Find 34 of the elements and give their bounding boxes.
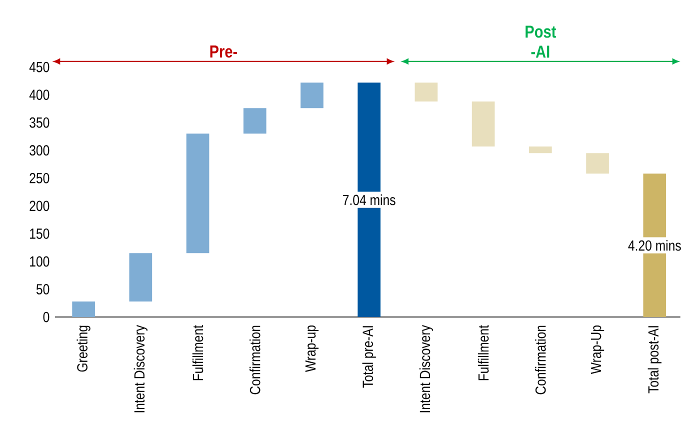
x-tick-label: Confirmation — [250, 326, 260, 394]
annotation: 4.20 mins — [628, 240, 681, 251]
text: Post -AI — [526, 26, 556, 58]
y-tick-label: 150 — [30, 228, 50, 239]
y-tick-label: 450 — [29, 62, 50, 72]
annotation: 7.04 mins — [343, 194, 396, 206]
x-tick-label: Fulfillment — [478, 325, 489, 380]
bar — [472, 101, 495, 146]
x-tick-label: Greeting — [76, 326, 90, 372]
bar — [586, 153, 609, 174]
y-tick-label: 200 — [30, 200, 50, 212]
y-tick-label: 100 — [30, 256, 50, 267]
x-tick-label: Total pre-AI — [362, 326, 376, 388]
y-tick-label: 350 — [30, 117, 50, 128]
y-tick-label: 300 — [30, 145, 50, 156]
x-tick-label: Total post-AI — [648, 326, 662, 394]
bar — [72, 301, 95, 317]
y-tick-label: 400 — [29, 90, 50, 100]
bar — [529, 146, 552, 154]
bar — [186, 134, 210, 254]
x-tick-label: Intent Discovery — [134, 325, 148, 412]
x-tick-label: Wrap-Up — [590, 326, 604, 374]
bar — [129, 253, 152, 302]
x-tick-label: Wrap-up — [305, 326, 319, 372]
x-tick-label: Confirmation — [535, 326, 546, 394]
bar — [414, 82, 438, 102]
y-tick-label: 0 — [43, 312, 50, 322]
y-tick-label: 50 — [36, 284, 50, 294]
x-tick-label: Fulfillment — [192, 325, 204, 380]
y-tick-label: 250 — [30, 172, 50, 184]
x-tick-label: Intent Discovery — [419, 325, 434, 412]
bar — [243, 108, 266, 134]
text: Pre- — [210, 46, 238, 58]
bar — [300, 82, 324, 108]
